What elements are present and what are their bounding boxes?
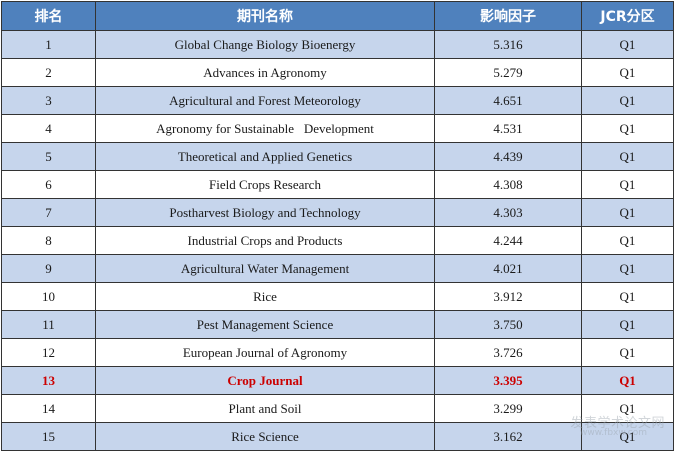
table-row: 10 Rice 3.912 Q1 xyxy=(1,282,674,311)
cell-journal-name: European Journal of Agronomy xyxy=(95,338,435,367)
cell-impact-factor: 3.395 xyxy=(434,366,582,395)
cell-rank: 4 xyxy=(1,114,96,143)
cell-jcr-quartile: Q1 xyxy=(581,366,674,395)
cell-jcr-quartile: Q1 xyxy=(581,114,674,143)
cell-rank: 9 xyxy=(1,254,96,283)
cell-rank: 12 xyxy=(1,338,96,367)
cell-rank: 15 xyxy=(1,422,96,451)
cell-jcr-quartile: Q1 xyxy=(581,170,674,199)
cell-impact-factor: 3.750 xyxy=(434,310,582,339)
cell-impact-factor: 4.244 xyxy=(434,226,582,255)
cell-rank: 11 xyxy=(1,310,96,339)
cell-jcr-quartile: Q1 xyxy=(581,394,674,423)
table-row: 5 Theoretical and Applied Genetics 4.439 Q1 xyxy=(1,142,674,171)
cell-impact-factor: 3.912 xyxy=(434,282,582,311)
cell-journal-name: Rice Science xyxy=(95,422,435,451)
header-rank: 排名 xyxy=(1,1,96,31)
cell-impact-factor: 5.316 xyxy=(434,30,582,59)
cell-journal-name: Plant and Soil xyxy=(95,394,435,423)
table-body: 1 Global Change Biology Bioenergy 5.316 Q1 2… xyxy=(1,30,674,451)
table-row: 8 Industrial Crops and Products 4.244 Q1 xyxy=(1,226,674,255)
table-row: 9 Agricultural Water Management 4.021 Q1 xyxy=(1,254,674,283)
cell-impact-factor: 4.439 xyxy=(434,142,582,171)
cell-rank: 10 xyxy=(1,282,96,311)
cell-jcr-quartile: Q1 xyxy=(581,310,674,339)
cell-rank: 8 xyxy=(1,226,96,255)
cell-rank: 1 xyxy=(1,30,96,59)
cell-impact-factor: 3.726 xyxy=(434,338,582,367)
cell-impact-factor: 3.299 xyxy=(434,394,582,423)
cell-journal-name: Pest Management Science xyxy=(95,310,435,339)
header-journal-name: 期刊名称 xyxy=(95,1,435,31)
cell-rank: 2 xyxy=(1,58,96,87)
header-jcr-quartile: JCR分区 xyxy=(581,1,674,31)
cell-jcr-quartile: Q1 xyxy=(581,58,674,87)
cell-rank: 5 xyxy=(1,142,96,171)
cell-impact-factor: 4.303 xyxy=(434,198,582,227)
header-impact-factor: 影响因子 xyxy=(434,1,582,31)
table-row: 15 Rice Science 3.162 Q1 xyxy=(1,422,674,451)
cell-jcr-quartile: Q1 xyxy=(581,142,674,171)
cell-rank: 13 xyxy=(1,366,96,395)
cell-jcr-quartile: Q1 xyxy=(581,226,674,255)
cell-journal-name: Field Crops Research xyxy=(95,170,435,199)
cell-journal-name: Agricultural Water Management xyxy=(95,254,435,283)
table-row: 3 Agricultural and Forest Meteorology 4.65… xyxy=(1,86,674,115)
table-row: 11 Pest Management Science 3.750 Q1 xyxy=(1,310,674,339)
cell-jcr-quartile: Q1 xyxy=(581,30,674,59)
table-row: 12 European Journal of Agronomy 3.726 Q1 xyxy=(1,338,674,367)
table-row: 13 Crop Journal 3.395 Q1 xyxy=(1,366,674,395)
cell-impact-factor: 5.279 xyxy=(434,58,582,87)
table-row: 1 Global Change Biology Bioenergy 5.316 Q1 xyxy=(1,30,674,59)
cell-rank: 6 xyxy=(1,170,96,199)
table-row: 2 Advances in Agronomy 5.279 Q1 xyxy=(1,58,674,87)
cell-journal-name: Rice xyxy=(95,282,435,311)
cell-rank: 7 xyxy=(1,198,96,227)
table-row: 4 Agronomy for Sustainable Development 4.5… xyxy=(1,114,674,143)
cell-impact-factor: 4.021 xyxy=(434,254,582,283)
cell-jcr-quartile: Q1 xyxy=(581,282,674,311)
cell-rank: 14 xyxy=(1,394,96,423)
cell-jcr-quartile: Q1 xyxy=(581,338,674,367)
cell-impact-factor: 4.308 xyxy=(434,170,582,199)
table-row: 14 Plant and Soil 3.299 Q1 xyxy=(1,394,674,423)
cell-journal-name: Industrial Crops and Products xyxy=(95,226,435,255)
cell-journal-name: Postharvest Biology and Technology xyxy=(95,198,435,227)
cell-jcr-quartile: Q1 xyxy=(581,422,674,451)
cell-impact-factor: 4.651 xyxy=(434,86,582,115)
table-header-row: 排名 期刊名称 影响因子 JCR分区 xyxy=(1,1,674,31)
table-row: 7 Postharvest Biology and Technology 4.303… xyxy=(1,198,674,227)
cell-impact-factor: 4.531 xyxy=(434,114,582,143)
cell-journal-name: Crop Journal xyxy=(95,366,435,395)
cell-jcr-quartile: Q1 xyxy=(581,198,674,227)
cell-journal-name: Agronomy for Sustainable Development xyxy=(95,114,435,143)
cell-journal-name: Global Change Biology Bioenergy xyxy=(95,30,435,59)
cell-journal-name: Advances in Agronomy xyxy=(95,58,435,87)
cell-rank: 3 xyxy=(1,86,96,115)
cell-journal-name: Agricultural and Forest Meteorology xyxy=(95,86,435,115)
cell-impact-factor: 3.162 xyxy=(434,422,582,451)
cell-jcr-quartile: Q1 xyxy=(581,254,674,283)
cell-jcr-quartile: Q1 xyxy=(581,86,674,115)
cell-journal-name: Theoretical and Applied Genetics xyxy=(95,142,435,171)
table-row: 6 Field Crops Research 4.308 Q1 xyxy=(1,170,674,199)
